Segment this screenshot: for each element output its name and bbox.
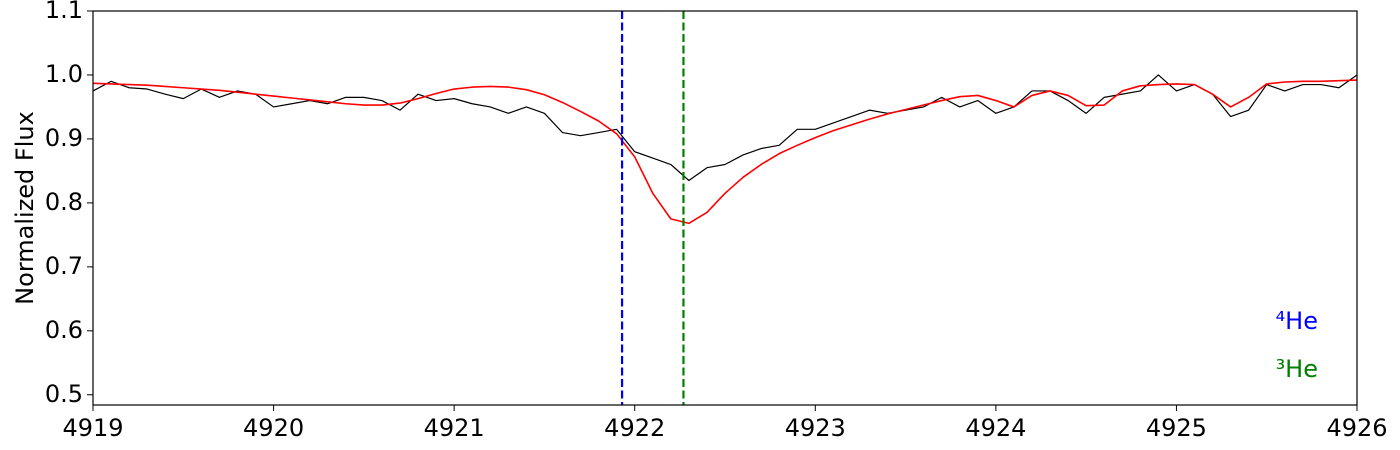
y-tick-label: 0.8 (45, 188, 83, 216)
plot-frame (92, 10, 1358, 406)
y-tick-label: 0.6 (45, 316, 83, 344)
y-tick-label: 0.7 (45, 252, 83, 280)
x-tick-label: 4926 (1326, 414, 1387, 442)
y-tick-label: 0.5 (45, 380, 83, 408)
series-line (92, 74, 1358, 182)
y-axis-label: Normalized Flux (11, 111, 39, 305)
x-tick-label: 4921 (424, 414, 485, 442)
reference-label: ³He (1276, 355, 1318, 383)
y-tick-label: 1.1 (45, 0, 83, 24)
x-tick-label: 4920 (243, 414, 304, 442)
series-line (92, 79, 1358, 225)
y-tick-label: 0.9 (45, 124, 83, 152)
x-tick-label: 4919 (62, 414, 123, 442)
x-tick-label: 4925 (1146, 414, 1207, 442)
reference-label: ⁴He (1276, 307, 1318, 335)
x-tick-label: 4922 (604, 414, 665, 442)
x-tick-label: 4924 (965, 414, 1026, 442)
x-tick-label: 4923 (785, 414, 846, 442)
y-tick-label: 1.0 (45, 60, 83, 88)
